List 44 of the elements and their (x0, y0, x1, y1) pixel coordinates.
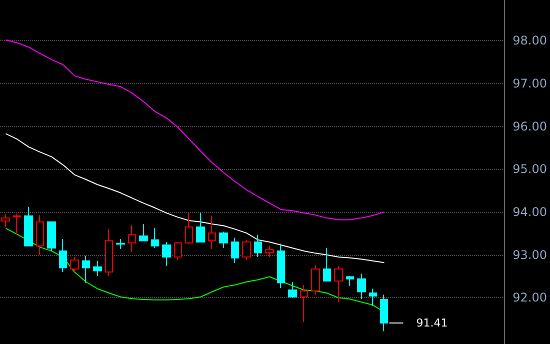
candlestick (196, 212, 205, 243)
candlestick (24, 206, 33, 246)
candlestick (185, 212, 193, 244)
line-series (5, 133, 385, 264)
candlestick (139, 224, 148, 242)
candlestick (231, 237, 239, 264)
candlestick (380, 294, 388, 332)
candlestick (13, 213, 21, 236)
line-series (5, 39, 385, 220)
candlestick (208, 215, 216, 250)
candlestick (70, 256, 79, 273)
candlestick (47, 221, 56, 252)
candlestick (93, 260, 102, 276)
candlestick (357, 273, 366, 300)
candlestick (369, 288, 377, 306)
candlestick (59, 238, 67, 273)
y-tick-label: 97.00 (512, 76, 548, 91)
candlestick (162, 242, 171, 267)
y-tick-label: 96.00 (512, 119, 548, 134)
y-tick-label: 94.00 (512, 205, 548, 220)
candlestick (300, 284, 308, 323)
candlestick (334, 266, 343, 303)
candlestick (311, 264, 320, 296)
y-tick-label: 95.00 (512, 162, 548, 176)
candlestick (105, 228, 113, 276)
candlestick (346, 275, 354, 286)
candlestick (254, 234, 262, 258)
candlestick (277, 243, 285, 288)
text: 91.41 (416, 316, 448, 330)
candlestick (265, 245, 274, 258)
candlestick (128, 224, 136, 252)
y-tick-label: 98.00 (512, 34, 548, 48)
y-tick-label: 92.00 (512, 290, 548, 305)
candlestick (116, 238, 125, 250)
candlestick (174, 242, 182, 261)
candlestick (82, 255, 90, 284)
candlestick (1, 213, 10, 228)
candlestick (242, 239, 251, 261)
candlestick (36, 214, 44, 256)
candlestick (219, 231, 228, 249)
candlestick (288, 281, 297, 298)
y-tick-label: 93.00 (512, 248, 548, 262)
candlestick (151, 227, 159, 249)
candlestick (323, 248, 331, 282)
